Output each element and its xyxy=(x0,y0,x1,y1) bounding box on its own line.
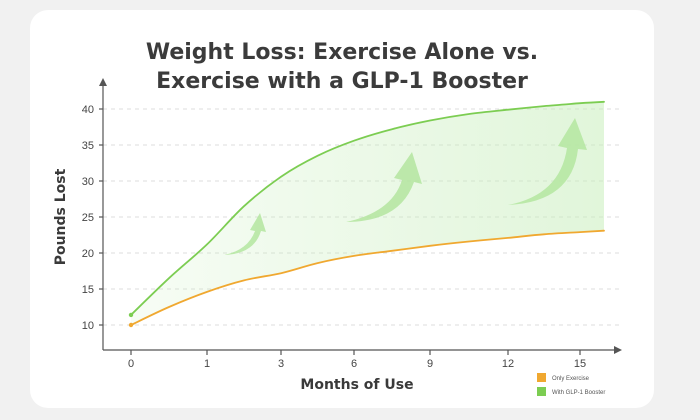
start-point-glp1-booster xyxy=(128,312,134,318)
shaded-area-between-series xyxy=(131,101,604,325)
arrow-icon xyxy=(224,213,266,255)
arrow-icon xyxy=(346,152,422,222)
y-axis-title: Pounds Lost xyxy=(53,168,69,265)
series xyxy=(128,100,605,328)
legend: Only Exercise With GLP-1 Booster xyxy=(537,373,605,396)
x-tick-label: 1 xyxy=(204,358,210,370)
axes xyxy=(99,78,622,355)
arrow-icon xyxy=(508,118,587,205)
y-tick-label: 35 xyxy=(82,140,94,152)
legend-label-glp1: With GLP-1 Booster xyxy=(552,390,605,396)
y-tick-label: 10 xyxy=(82,320,94,332)
series-line-only-exercise xyxy=(130,229,605,326)
y-tick-label: 40 xyxy=(82,104,94,116)
y-axis-arrowhead xyxy=(99,78,107,86)
x-tick-label: 15 xyxy=(574,358,586,370)
legend-swatch-glp1 xyxy=(537,387,546,396)
chart-title: Weight Loss: Exercise Alone vs. Exercise… xyxy=(30,38,654,96)
chart-title-line-1: Weight Loss: Exercise Alone vs. xyxy=(145,40,539,65)
start-point-only-exercise xyxy=(128,322,134,328)
x-tick-label: 3 xyxy=(278,358,284,370)
y-tick-label: 25 xyxy=(82,212,94,224)
x-axis-title: Months of Use xyxy=(300,377,413,393)
tick-labels: 10 15 20 25 30 35 40 0 1 3 6 9 12 15 xyxy=(82,104,586,370)
series-line-glp1-booster xyxy=(130,100,605,316)
x-axis-arrowhead xyxy=(614,346,622,354)
y-tick-label: 15 xyxy=(82,284,94,296)
x-tick-label: 9 xyxy=(427,358,433,370)
y-tick-label: 20 xyxy=(82,248,94,260)
x-tick-label: 12 xyxy=(502,358,514,370)
x-tick-label: 0 xyxy=(128,358,134,370)
legend-swatch-only-exercise xyxy=(537,373,546,382)
legend-label-only-exercise: Only Exercise xyxy=(552,376,590,382)
chart-title-line-2: Exercise with a GLP-1 Booster xyxy=(156,69,528,94)
y-tick-label: 30 xyxy=(82,176,94,188)
x-tick-label: 6 xyxy=(351,358,357,370)
decorative-arrows xyxy=(224,118,587,255)
